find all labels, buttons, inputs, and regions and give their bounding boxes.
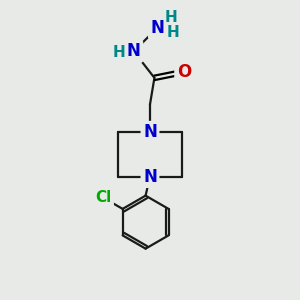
Text: O: O bbox=[177, 63, 191, 81]
Text: H: H bbox=[113, 45, 125, 60]
Text: N: N bbox=[143, 123, 157, 141]
Text: N: N bbox=[143, 167, 157, 185]
Text: H: H bbox=[164, 10, 177, 25]
Text: N: N bbox=[150, 19, 164, 37]
Text: H: H bbox=[166, 25, 179, 40]
Text: N: N bbox=[127, 42, 141, 60]
Text: Cl: Cl bbox=[95, 190, 112, 205]
